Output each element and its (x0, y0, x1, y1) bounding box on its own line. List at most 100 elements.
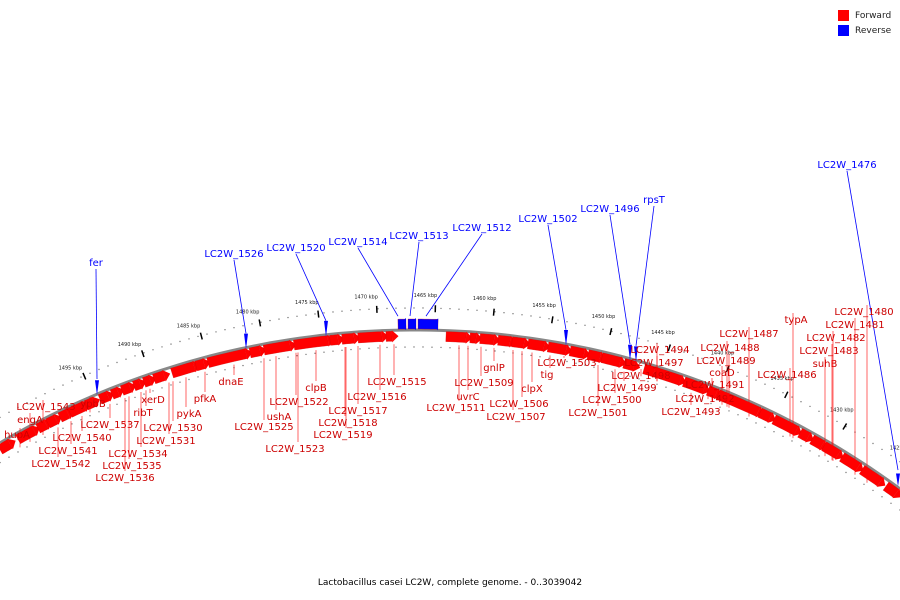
inner-ruler-dot (530, 354, 532, 357)
inner-ruler-dot (476, 348, 478, 351)
ruler-dot (746, 375, 748, 377)
ruler-dot (8, 411, 10, 413)
forward-gene-46-head (892, 488, 900, 499)
ruler-tick-label: 1425 kbp (890, 445, 900, 451)
inner-ruler-dot (791, 440, 793, 442)
forward-gene-label: LC2W_1488 (700, 343, 759, 354)
forward-gene-4 (57, 408, 71, 423)
inner-ruler-dot (53, 432, 55, 434)
ruler-tick-label: 1430 kbp (830, 408, 854, 414)
ruler-dot (638, 337, 640, 339)
forward-gene-5 (67, 401, 87, 418)
forward-gene-label: LC2W_1542 (31, 459, 90, 470)
forward-gene-36 (682, 376, 706, 394)
forward-gene-label: LC2W_1537 (80, 420, 139, 431)
ruler-dot (368, 308, 370, 310)
forward-gene-label: gnlP (483, 363, 505, 374)
ruler-dot (251, 323, 253, 325)
ruler-dot (836, 420, 838, 423)
forward-gene-label: LC2W_1498 (611, 371, 670, 382)
forward-gene-15-head (244, 347, 253, 360)
forward-gene-label: LC2W_1509 (454, 378, 513, 389)
inner-ruler-dot (323, 351, 325, 353)
ruler-dot (494, 311, 496, 313)
ruler-dot (665, 345, 667, 347)
inner-ruler-dot (566, 360, 568, 363)
reverse-gene-9 (896, 473, 900, 487)
ruler-dot (440, 307, 442, 310)
inner-ruler-dot (656, 383, 658, 385)
forward-gene-14-head (202, 358, 211, 370)
ruler-dot (422, 307, 424, 309)
ruler-dot (521, 314, 523, 316)
ruler-dot (782, 392, 784, 394)
ruler-tick-label: 1475 kbp (295, 300, 319, 306)
reverse-leader-line (295, 253, 327, 321)
reverse-gene-label: LC2W_1514 (328, 237, 387, 248)
forward-gene-19-head (337, 333, 345, 346)
inner-ruler-dot (440, 346, 442, 349)
inner-ruler-dot (881, 496, 883, 498)
inner-ruler-dot (395, 346, 397, 348)
forward-gene-label: LC2W_1540 (52, 433, 111, 444)
ruler-tick-label: 1445 kbp (651, 330, 675, 336)
forward-gene-label: LC2W_1531 (136, 436, 195, 447)
reverse-leader-line (547, 224, 567, 330)
ruler-dot (296, 315, 298, 317)
forward-gene-17-head (289, 339, 297, 352)
legend-reverse-label: Reverse (855, 25, 892, 36)
inner-ruler-dot (674, 389, 676, 391)
inner-ruler-dot (782, 435, 784, 437)
reverse-leader-line (357, 247, 399, 317)
ruler-dot (287, 316, 289, 319)
legend-reverse: Reverse (838, 23, 891, 38)
inner-ruler-dot (8, 456, 10, 458)
ruler-dot (125, 358, 127, 360)
inner-ruler-dot (773, 431, 775, 433)
inner-ruler-dot (494, 350, 496, 352)
forward-gene-11 (142, 375, 152, 388)
ruler-dot (530, 315, 532, 317)
inner-ruler-dot (584, 364, 586, 366)
ruler-dot (548, 318, 550, 320)
reverse-leader-line (846, 170, 899, 471)
forward-gene-30-head (582, 347, 591, 360)
forward-gene-label: tig (540, 370, 553, 381)
legend-forward: Forward (838, 8, 891, 23)
inner-ruler-dot (341, 349, 343, 351)
inner-ruler-dot (215, 371, 217, 373)
inner-ruler-dot (485, 349, 487, 351)
ruler-tick-label: 1470 kbp (354, 294, 378, 300)
ruler-tick (82, 372, 87, 380)
inner-ruler-dot (620, 373, 622, 375)
ruler-dot (413, 307, 415, 309)
inner-ruler-dot (224, 369, 226, 371)
reverse-leader-line (609, 214, 631, 345)
inner-ruler-dot (845, 471, 847, 474)
forward-gene-12-head (162, 369, 171, 382)
forward-gene-29-head (564, 344, 573, 357)
genome-caption: Lactobacillus casei LC2W, complete genom… (317, 578, 583, 588)
inner-ruler-dot (746, 418, 748, 420)
ruler-dot (206, 333, 208, 335)
ruler-tick-label: 1495 kbp (59, 366, 83, 372)
inner-ruler-dot (728, 410, 730, 412)
forward-gene-label: LC2W_1497 (624, 358, 683, 369)
reverse-gene-8 (634, 346, 638, 362)
ruler-dot (188, 338, 190, 340)
forward-gene-25-head (493, 333, 501, 346)
forward-gene-27 (511, 336, 525, 349)
inner-ruler-dot (260, 361, 262, 363)
inner-ruler-dot (827, 460, 829, 462)
forward-gene-label: ushA (267, 412, 292, 423)
forward-gene-21 (357, 331, 383, 344)
forward-gene-12 (152, 370, 166, 384)
forward-gene-18 (293, 335, 329, 351)
inner-ruler-dot (377, 347, 379, 349)
forward-gene-label: LC2W_1530 (143, 423, 202, 434)
reverse-gene-1 (244, 333, 248, 350)
forward-gene-label: LC2W_1507 (486, 412, 545, 423)
forward-gene-label: LC2W_1483 (799, 346, 858, 357)
reverse-gene-label: fer (89, 258, 104, 269)
